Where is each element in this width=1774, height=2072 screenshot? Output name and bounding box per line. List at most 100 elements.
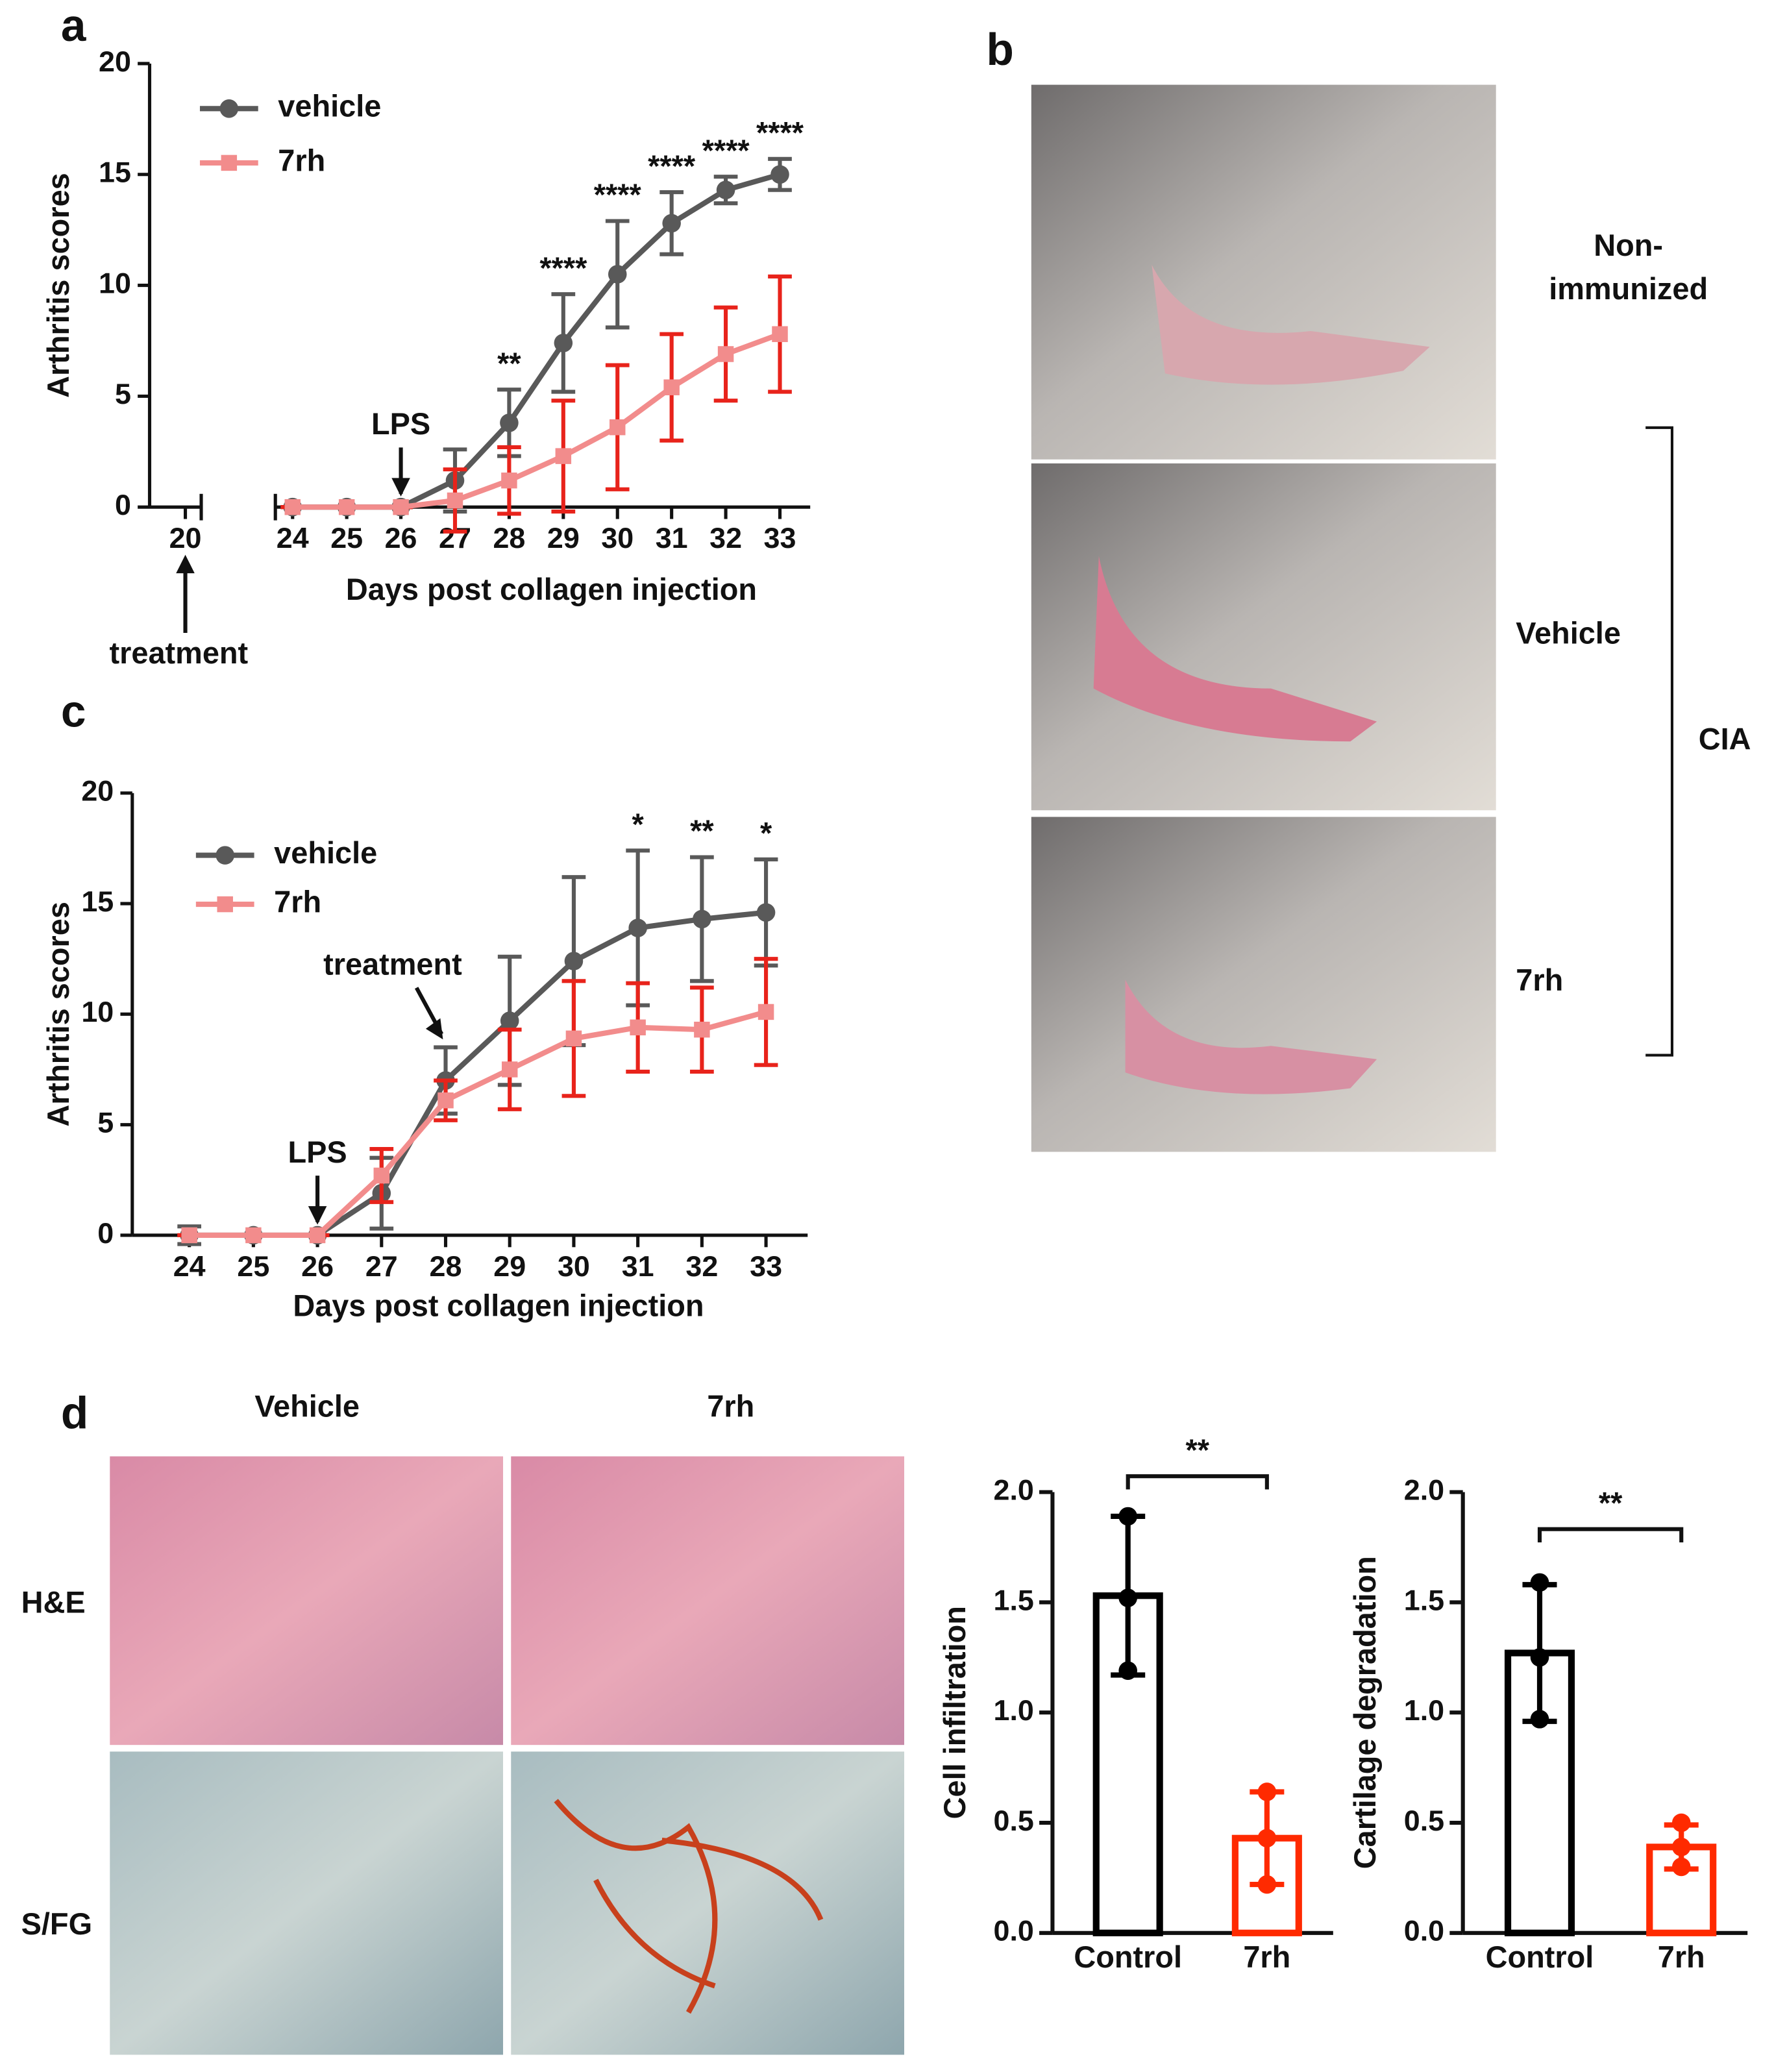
marker	[610, 419, 626, 436]
significance: ****	[702, 134, 750, 167]
data-point	[1671, 1813, 1691, 1832]
y-tick-label: 0	[97, 1216, 114, 1250]
data-point	[1530, 1648, 1549, 1667]
x-tick-label: 30	[558, 1250, 590, 1283]
x-tick-label: 7rh	[1658, 1940, 1705, 1974]
y-axis-title: Cell infiltration	[938, 1606, 972, 1819]
data-point	[1257, 1829, 1277, 1848]
y-tick-label: 0.0	[994, 1914, 1034, 1947]
photo	[110, 1751, 504, 2055]
x-tick-label: 20	[169, 521, 202, 554]
panel-label: b	[986, 24, 1013, 75]
y-tick-label: 0.0	[1404, 1914, 1444, 1947]
marker	[447, 492, 463, 509]
photos-b: Non- immunized Vehicle 7rh CIA	[1031, 84, 1751, 1152]
y-tick-label: 15	[99, 156, 131, 189]
significance: ****	[648, 149, 696, 183]
photo-label: 7rh	[1516, 963, 1563, 997]
x-axis-title: Days post collagen injection	[346, 573, 757, 606]
significance: ****	[539, 251, 587, 285]
x-tick-label: 29	[493, 1250, 526, 1283]
legend-label: 7rh	[278, 143, 325, 177]
x-tick-label: 33	[750, 1250, 782, 1283]
row-label: H&E	[21, 1585, 86, 1619]
arrowhead	[425, 1018, 443, 1040]
data-point	[1257, 1782, 1277, 1801]
marker	[628, 919, 647, 937]
x-tick-label: 32	[709, 521, 742, 554]
marker	[758, 1004, 774, 1020]
data-point	[1530, 1710, 1549, 1729]
marker	[756, 903, 776, 922]
histology-d: Vehicle 7rh H&E S/FG	[21, 1390, 905, 2055]
significance: **	[1599, 1486, 1623, 1520]
marker	[373, 1167, 390, 1184]
x-tick-label: 24	[277, 521, 309, 554]
data-point	[1671, 1857, 1691, 1877]
paw	[1093, 556, 1377, 742]
marker	[608, 265, 627, 284]
significance: *	[632, 808, 645, 841]
y-axis-title: Arthritis scores	[42, 173, 75, 398]
y-tick-label: 0.5	[1404, 1804, 1444, 1837]
data-point	[1118, 1588, 1137, 1607]
y-tick-label: 0.5	[994, 1804, 1034, 1837]
legend-marker	[221, 154, 238, 171]
marker	[717, 346, 734, 362]
marker	[662, 214, 681, 233]
marker	[500, 413, 519, 432]
annotation: LPS	[371, 407, 430, 441]
legend-label: vehicle	[274, 836, 377, 870]
significance: ****	[756, 116, 804, 150]
x-tick-label: Control	[1486, 1940, 1594, 1974]
x-tick-label: 31	[622, 1250, 654, 1283]
series-line	[189, 1009, 767, 1239]
photo-label: Non-	[1594, 228, 1663, 262]
marker	[555, 448, 572, 464]
significance-bracket	[1126, 1474, 1269, 1490]
marker	[500, 1011, 519, 1030]
column-label: Vehicle	[254, 1390, 360, 1424]
paw	[1152, 264, 1430, 385]
x-tick-label: 28	[430, 1250, 462, 1283]
y-tick-label: 20	[81, 774, 114, 808]
marker	[565, 1030, 582, 1047]
annotation: treatment	[110, 636, 249, 670]
marker	[245, 1227, 262, 1244]
marker	[501, 1061, 518, 1078]
y-tick-label: 20	[99, 45, 131, 78]
marker	[284, 499, 301, 515]
arrowhead	[176, 554, 195, 574]
marker	[393, 499, 409, 515]
x-tick-label: Control	[1074, 1940, 1182, 1974]
marker	[554, 334, 573, 352]
series-line	[189, 909, 767, 1239]
legend-label: vehicle	[278, 90, 381, 123]
photo-label: Vehicle	[1516, 616, 1621, 650]
group-label: CIA	[1699, 722, 1751, 756]
x-tick-label: 27	[365, 1250, 398, 1283]
data-point	[1671, 1838, 1691, 1856]
x-tick-label: 25	[330, 521, 363, 554]
photo	[1031, 817, 1496, 1152]
x-tick-label: 31	[656, 521, 688, 554]
x-tick-label: 26	[385, 521, 417, 554]
y-axis-title: Arthritis scores	[42, 902, 75, 1127]
y-tick-label: 5	[115, 377, 131, 410]
significance: **	[497, 347, 521, 380]
panel-label: d	[61, 1388, 88, 1438]
marker	[309, 1227, 326, 1244]
bracket	[1645, 426, 1673, 1057]
marker	[564, 952, 584, 970]
significance: ****	[594, 178, 642, 212]
photo	[511, 1456, 905, 1745]
x-tick-label: 32	[685, 1250, 718, 1283]
x-tick-label: 26	[301, 1250, 334, 1283]
significance: **	[690, 814, 714, 848]
x-tick-label: 24	[173, 1250, 206, 1283]
column-label: 7rh	[707, 1390, 754, 1424]
y-tick-label: 1.0	[1404, 1694, 1444, 1727]
panel-label: a	[61, 0, 86, 51]
marker	[181, 1227, 197, 1244]
legend-marker	[217, 896, 233, 913]
